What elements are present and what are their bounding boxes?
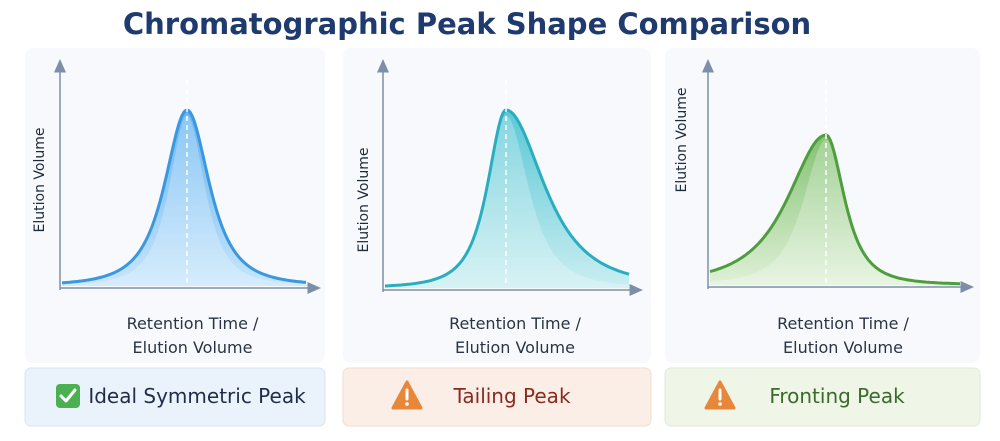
y-axis-label: Elution Volume — [356, 148, 372, 253]
y-axis-label: Elution Volume — [32, 128, 48, 233]
caption: Tailing Peak — [452, 384, 570, 408]
x-axis-label: Retention Time / — [449, 314, 581, 333]
peak-inner — [385, 115, 629, 288]
caption: Ideal Symmetric Peak — [88, 384, 306, 408]
x-axis-label: Retention Time / — [127, 314, 259, 333]
x-axis-label: Retention Time / — [777, 314, 909, 333]
peak-curve — [61, 108, 307, 285]
caption: Fronting Peak — [769, 384, 905, 408]
peak-fill — [62, 110, 307, 286]
peak-curve — [384, 108, 630, 288]
warning-dot — [405, 402, 409, 406]
check-mark — [59, 388, 77, 403]
peak-inner — [710, 139, 960, 285]
x-axis-label: Elution Volume — [455, 338, 575, 357]
y-axis-label: Elution Volume — [674, 88, 690, 193]
caption-box — [24, 367, 326, 427]
peak-fill — [385, 110, 629, 288]
caption-box — [342, 367, 652, 427]
peak-inner — [62, 115, 307, 286]
x-axis-label: Elution Volume — [783, 338, 903, 357]
x-axis-label: Elution Volume — [133, 338, 253, 357]
warning-dot — [718, 402, 722, 406]
peak-curve — [709, 133, 960, 286]
peak-fill — [710, 135, 960, 285]
caption-box — [664, 367, 981, 427]
title: Chromatographic Peak Shape Comparison — [123, 7, 811, 41]
